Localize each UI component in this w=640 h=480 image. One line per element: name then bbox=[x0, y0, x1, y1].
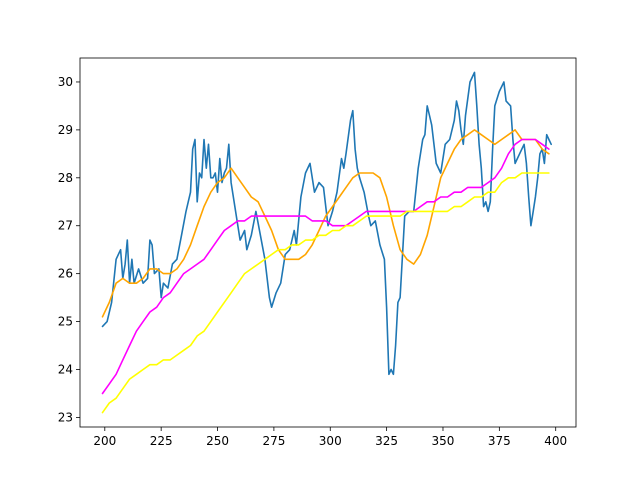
x-tick-label: 350 bbox=[432, 434, 455, 448]
x-tick-label: 200 bbox=[93, 434, 116, 448]
series-line-3 bbox=[101, 138, 550, 395]
y-tick-label: 26 bbox=[58, 267, 73, 281]
x-tick-label: 325 bbox=[375, 434, 398, 448]
x-axis: 200 225 250 275 300 325 350 375 400 bbox=[93, 427, 567, 448]
y-axis: 23 24 25 26 27 28 29 30 bbox=[58, 75, 80, 424]
y-tick-label: 28 bbox=[58, 171, 73, 185]
y-tick-label: 24 bbox=[58, 362, 73, 376]
x-tick-label: 375 bbox=[488, 434, 511, 448]
x-tick-label: 300 bbox=[319, 434, 342, 448]
series-layer bbox=[101, 71, 552, 414]
y-tick-label: 23 bbox=[58, 410, 73, 424]
y-tick-label: 29 bbox=[58, 123, 73, 137]
series-line-2 bbox=[101, 129, 550, 318]
series-line-4 bbox=[101, 172, 550, 414]
y-tick-label: 30 bbox=[58, 75, 73, 89]
series-line-1 bbox=[101, 71, 552, 376]
x-tick-label: 275 bbox=[262, 434, 285, 448]
x-tick-label: 400 bbox=[544, 434, 567, 448]
x-tick-label: 225 bbox=[150, 434, 173, 448]
plot-area-frame bbox=[79, 57, 577, 428]
y-tick-label: 27 bbox=[58, 219, 73, 233]
y-tick-label: 25 bbox=[58, 315, 73, 329]
x-tick-label: 250 bbox=[206, 434, 229, 448]
